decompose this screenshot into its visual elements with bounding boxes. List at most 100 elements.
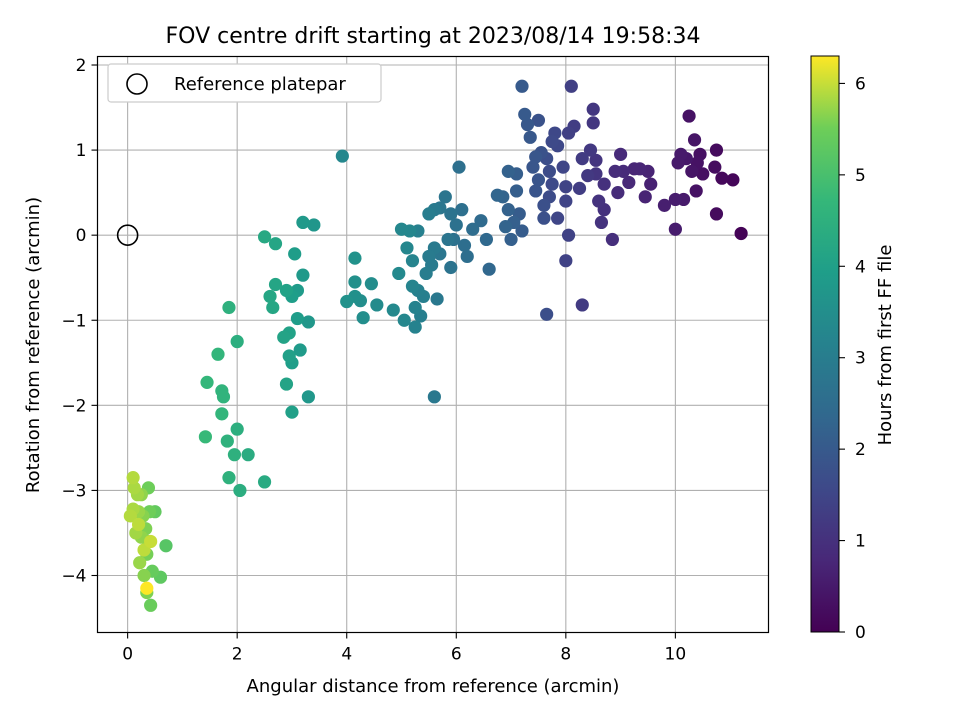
data-point [263, 289, 277, 304]
data-point [589, 153, 603, 167]
data-point [279, 377, 294, 391]
data-point [529, 184, 543, 198]
y-tick-label: 0 [76, 226, 87, 246]
data-point [293, 343, 307, 357]
data-point [422, 249, 436, 264]
data-point [526, 160, 540, 174]
y-tick-label: −4 [61, 566, 86, 586]
data-point [592, 194, 606, 208]
colorbar-tick-label: 1 [855, 532, 866, 552]
y-tick-label: 1 [76, 141, 87, 161]
data-point [230, 422, 244, 436]
data-point [474, 214, 488, 228]
data-point [523, 130, 537, 144]
data-point [597, 177, 611, 191]
data-point [405, 279, 420, 293]
data-point [422, 207, 436, 221]
colorbar-tick-label: 0 [855, 623, 866, 643]
data-point [455, 203, 469, 217]
data-point [581, 169, 595, 183]
data-point [515, 79, 529, 93]
data-point [515, 224, 529, 238]
data-point [501, 164, 515, 178]
data-point [542, 164, 556, 178]
legend-label: Reference platepar [174, 74, 346, 95]
colorbar-tick-label: 5 [855, 166, 866, 186]
y-tick-label: −3 [61, 481, 86, 501]
data-point [227, 448, 242, 462]
data-point [198, 430, 213, 444]
data-point [301, 390, 315, 404]
data-point [668, 222, 682, 236]
data-point [441, 232, 455, 247]
data-point [449, 218, 463, 232]
data-point [696, 167, 710, 181]
data-point [479, 232, 494, 247]
data-point [537, 198, 551, 212]
data-point [627, 162, 641, 176]
data-point [394, 222, 409, 236]
colorbar-tick-label: 6 [855, 74, 866, 94]
data-point [257, 475, 272, 489]
data-point [608, 164, 622, 178]
data-point [572, 181, 587, 195]
data-point [427, 390, 441, 404]
data-point [531, 173, 546, 187]
data-point [734, 226, 748, 241]
legend-box [107, 63, 382, 103]
data-point [340, 294, 354, 309]
x-tick-label: 8 [560, 645, 571, 665]
data-point [335, 149, 349, 163]
data-point [348, 251, 362, 265]
data-point [397, 313, 411, 327]
data-point [241, 448, 255, 462]
data-point [559, 180, 573, 194]
x-axis-label: Angular distance from reference (arcmin) [247, 676, 620, 697]
data-point [726, 173, 740, 187]
x-tick-label: 10 [665, 645, 687, 665]
data-point [257, 230, 272, 244]
data-point [307, 218, 321, 232]
data-point [529, 150, 543, 164]
chart-title: FOV centre drift starting at 2023/08/14 … [166, 24, 701, 49]
data-point [285, 405, 299, 419]
data-point [290, 311, 305, 326]
reference-marker-group [116, 224, 139, 246]
data-point [222, 300, 236, 315]
x-tick-label: 4 [341, 645, 352, 665]
data-point [233, 483, 247, 498]
data-point [657, 198, 672, 212]
data-point [518, 107, 532, 121]
data-point [266, 300, 280, 315]
data-point [685, 164, 699, 178]
reference-platepar-marker [116, 224, 139, 246]
data-point [144, 534, 158, 549]
data-point [531, 113, 546, 127]
x-axis-ticks: 0 2 4 6 8 10 [122, 632, 687, 665]
data-point [537, 211, 551, 225]
data-point [211, 347, 225, 361]
data-point [687, 133, 702, 147]
data-point [430, 292, 444, 306]
data-point [140, 581, 154, 595]
data-point [466, 222, 480, 236]
data-point [556, 160, 570, 174]
data-point [490, 188, 504, 202]
y-tick-label: −1 [61, 311, 86, 331]
data-point [126, 471, 140, 485]
data-point [419, 266, 433, 281]
data-point [668, 192, 682, 207]
colorbar-tick-label: 2 [855, 440, 866, 460]
grid-lines [97, 56, 769, 633]
data-point [230, 334, 244, 349]
data-point [605, 232, 619, 247]
data-point [545, 177, 559, 191]
data-point [370, 298, 384, 312]
colorbar [810, 55, 840, 633]
data-points [123, 79, 748, 612]
data-point [123, 509, 137, 523]
data-point [614, 147, 628, 161]
data-point [715, 171, 729, 185]
